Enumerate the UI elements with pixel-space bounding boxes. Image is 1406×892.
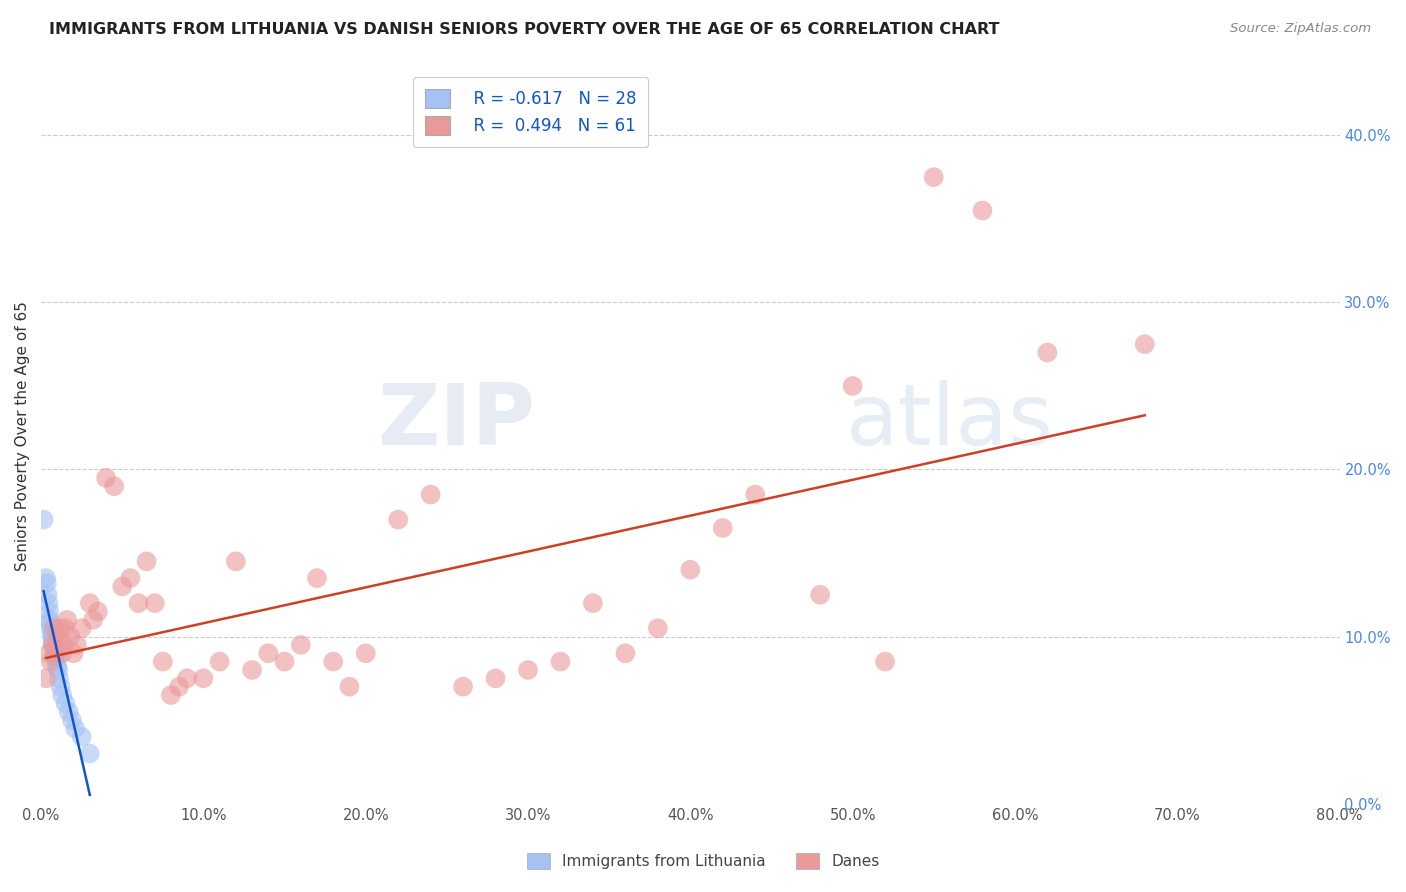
Point [41,638,63,652]
Point [35,671,58,685]
Point [1133,337,1156,351]
Point [873,655,896,669]
Point [647,621,669,635]
Point [46,659,69,673]
Point [39,621,62,635]
Point [41,632,63,647]
Point [32,513,55,527]
Point [63,722,86,736]
Point [87,605,110,619]
Point [128,596,150,610]
Point [711,521,734,535]
Point [56,613,79,627]
Point [48,630,70,644]
Point [160,688,183,702]
Point [70,621,93,635]
Point [52,638,75,652]
Point [41,630,63,644]
Point [322,655,344,669]
Point [582,596,605,610]
Point [419,487,441,501]
Point [37,596,59,610]
Point [48,671,70,685]
Text: IMMIGRANTS FROM LITHUANIA VS DANISH SENIORS POVERTY OVER THE AGE OF 65 CORRELATI: IMMIGRANTS FROM LITHUANIA VS DANISH SENI… [49,22,1000,37]
Point [225,554,247,568]
Text: atlas: atlas [846,380,1054,463]
Point [45,649,67,664]
Point [193,671,215,685]
Point [55,697,77,711]
Point [517,663,540,677]
Point [45,655,67,669]
Point [44,646,66,660]
Point [808,588,831,602]
Point [94,471,117,485]
Point [41,626,63,640]
Point [79,747,101,761]
Point [51,688,73,702]
Point [37,588,59,602]
Point [240,663,263,677]
Point [39,616,62,631]
Point [387,513,409,527]
Point [55,621,77,635]
Point [167,680,190,694]
Point [1036,345,1059,359]
Point [273,655,295,669]
Point [305,571,328,585]
Point [208,655,231,669]
Legend:   R = -0.617   N = 28,   R =  0.494   N = 61: R = -0.617 N = 28, R = 0.494 N = 61 [413,77,648,147]
Point [35,576,58,591]
Point [451,680,474,694]
Point [922,170,945,185]
Point [614,646,637,660]
Point [484,671,506,685]
Point [66,638,89,652]
Point [120,571,142,585]
Point [79,596,101,610]
Point [46,663,69,677]
Point [42,638,65,652]
Point [70,730,93,744]
Point [58,705,80,719]
Point [135,554,157,568]
Point [42,621,65,635]
Point [49,621,72,635]
Point [339,680,361,694]
Point [176,671,198,685]
Point [152,655,174,669]
Point [550,655,572,669]
Point [257,646,280,660]
Legend: Immigrants from Lithuania, Danes: Immigrants from Lithuania, Danes [520,847,886,875]
Text: Source: ZipAtlas.com: Source: ZipAtlas.com [1230,22,1371,36]
Point [59,630,82,644]
Y-axis label: Seniors Poverty Over the Age of 65: Seniors Poverty Over the Age of 65 [15,301,30,571]
Point [51,646,73,660]
Point [143,596,166,610]
Point [46,638,69,652]
Point [38,605,60,619]
Point [38,646,60,660]
Point [841,379,863,393]
Point [38,613,60,627]
Point [744,487,766,501]
Text: ZIP: ZIP [377,380,534,463]
Point [62,646,84,660]
Point [972,203,994,218]
Point [354,646,377,660]
Point [103,479,125,493]
Point [39,655,62,669]
Point [42,641,65,656]
Point [45,646,67,660]
Point [35,571,58,585]
Point [290,638,312,652]
Point [60,713,83,727]
Point [82,613,104,627]
Point [49,680,72,694]
Point [111,579,134,593]
Point [679,563,702,577]
